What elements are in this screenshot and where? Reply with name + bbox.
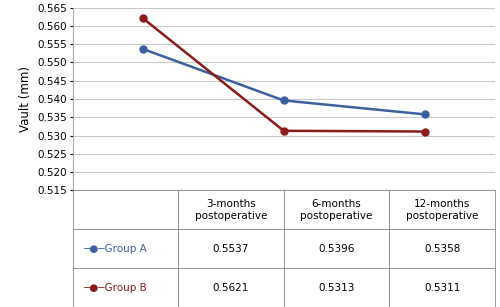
Y-axis label: Vault (mm): Vault (mm) — [18, 66, 32, 132]
